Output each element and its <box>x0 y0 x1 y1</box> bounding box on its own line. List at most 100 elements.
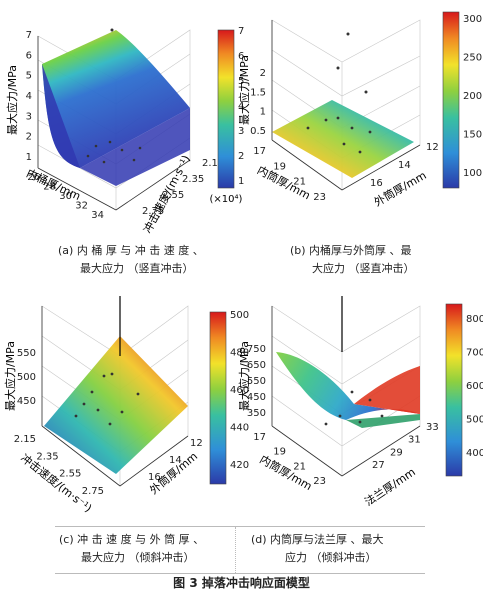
colorbar-tick-a: 4 <box>238 101 244 112</box>
y-tick-labels-d: 33 31 29 27 <box>372 422 439 471</box>
x-tick-d: 17 <box>253 432 266 443</box>
x-tick-d: 23 <box>313 476 326 487</box>
surface-b <box>272 100 414 178</box>
z-tick-a: 6 <box>26 50 32 61</box>
colorbar-tick-d: 400 <box>466 448 483 459</box>
colorbar-tick-a: 7 <box>238 26 244 37</box>
colorbar-tick-d: 600 <box>466 381 483 392</box>
colorbar-tick-b: 250 <box>463 53 482 64</box>
x-tick-b: 21 <box>293 177 306 188</box>
figure-title: 图 3 掉落冲击响应面模型 <box>173 576 310 590</box>
colorbar-tick-a: 1 <box>238 176 244 187</box>
chart-panel-b: 0.5 1 1.5 2 17 19 21 23 12 14 16 最大应力/MPa 内筒厚/mm… <box>237 0 483 275</box>
x-tick-a: 28 <box>43 182 56 193</box>
caption-c-line1: (c) 冲 击 速 度 与 外 筒 厚 、 <box>59 533 205 546</box>
y-tick-a: 2.75 <box>142 206 164 217</box>
scatter-points-d <box>324 390 384 426</box>
x-axis-label-d: 内筒厚/mm <box>257 452 314 493</box>
z-tick-a: 4 <box>26 91 32 102</box>
z-tick-d: 750 <box>247 344 266 355</box>
z-tick-c: 550 <box>17 348 36 359</box>
chart-panel-c: 450 500 550 2.15 2.35 2.55 2.75 12 14 16 最大应力/M… <box>0 296 249 526</box>
chart-d-svg: 350 450 550 650 750 17 19 21 23 33 31 29 27 最大应力/M… <box>237 296 483 509</box>
colorbar-tick-d: 700 <box>466 348 483 359</box>
y-tick-d: 29 <box>390 447 403 458</box>
z-tick-labels-a: 1 2 3 4 5 6 7 <box>26 30 32 163</box>
colorbar-unit-a: (×10⁴) <box>210 194 243 205</box>
caption-c: (c) 冲 击 速 度 与 外 筒 厚 、 最大应力 （倾斜冲击） <box>59 531 235 567</box>
x-tick-c: 2.55 <box>59 469 81 480</box>
z-tick-b: 1.5 <box>250 87 266 98</box>
y-tick-labels-b: 12 14 16 <box>370 142 439 189</box>
z-tick-d: 650 <box>247 360 266 371</box>
y-tick-c: 16 <box>148 472 161 483</box>
caption-d-line1: (d) 内筒厚与法兰厚 、最大 <box>251 533 384 546</box>
colorbar-a <box>217 29 235 189</box>
x-tick-a: 30 <box>59 191 72 202</box>
colorbar-d <box>445 303 463 477</box>
z-tick-a: 2 <box>26 132 32 143</box>
z-tick-a: 1 <box>26 152 32 163</box>
colorbar-ticks-d: 800 700 600 500 400 <box>466 314 483 459</box>
x-tick-d: 19 <box>273 447 286 458</box>
caption-d: (d) 内筒厚与法兰厚 、最大 应力 （倾斜冲击） <box>251 531 423 567</box>
surface-d <box>276 352 420 420</box>
caption-c-line2: 最大应力 （倾斜冲击） <box>81 551 195 564</box>
y-tick-d: 33 <box>426 422 439 433</box>
colorbar-tick-b: 150 <box>463 130 482 141</box>
colorbar-tick-b: 300 <box>463 14 482 25</box>
x-tick-d: 21 <box>293 461 306 472</box>
scatter-points-c <box>74 372 140 426</box>
z-tick-c: 450 <box>17 396 36 407</box>
colorbar-tick-c: 480 <box>230 348 249 359</box>
y-tick-b: 12 <box>426 142 439 153</box>
z-tick-b: 2 <box>260 68 266 79</box>
z-tick-labels-d: 350 450 550 650 750 <box>247 344 266 419</box>
caption-b-line2: 大应力 （竖直冲击） <box>312 262 415 275</box>
scatter-points-a <box>86 28 142 164</box>
z-tick-labels-c: 450 500 550 <box>17 348 36 407</box>
x-tick-b: 23 <box>313 192 326 203</box>
z-tick-a: 3 <box>26 111 32 122</box>
y-tick-labels-a: 2.15 2.35 2.55 2.75 <box>142 158 224 217</box>
z-tick-d: 350 <box>247 408 266 419</box>
y-tick-c: 12 <box>190 438 203 449</box>
z-tick-d: 450 <box>247 392 266 403</box>
caption-d-line2: 应力 （倾斜冲击） <box>285 551 377 564</box>
x-tick-labels-b: 17 19 21 23 <box>253 146 326 203</box>
z-tick-b: 1 <box>260 107 266 118</box>
y-tick-d: 27 <box>372 460 385 471</box>
colorbar-tick-c: 460 <box>230 385 249 396</box>
z-axis-label-a: 最大应力/MPa <box>5 65 19 135</box>
colorbar-b <box>442 11 460 189</box>
z-axis-label-d: 最大应力/MPa <box>237 341 251 411</box>
y-tick-d: 31 <box>408 435 421 446</box>
colorbar-tick-a: 6 <box>238 51 244 62</box>
caption-b-line1: (b) 内桶厚与外筒厚 、最 <box>290 244 412 257</box>
caption-table: (c) 冲 击 速 度 与 外 筒 厚 、 最大应力 （倾斜冲击） (d) 内筒… <box>55 526 425 574</box>
z-axis-label-c: 最大应力/MPa <box>3 341 17 411</box>
y-tick-a: 2.35 <box>182 174 204 185</box>
y-tick-a: 2.55 <box>162 190 184 201</box>
chart-c-svg: 450 500 550 2.152.352.552.75 12 14 16 最大应力/M… <box>3 296 249 515</box>
caption-a: (a) 内 桶 厚 与 冲 击 速 度 、 最大应力 （竖直冲击） <box>58 242 238 278</box>
z-tick-a: 5 <box>26 71 32 82</box>
colorbar-tick-a: 3 <box>238 126 244 137</box>
colorbar-c <box>209 311 227 485</box>
colorbar-tick-b: 200 <box>463 91 482 102</box>
caption-a-line2: 最大应力 （竖直冲击） <box>80 262 194 275</box>
colorbar-ticks-c: 500 480 460 440 420 <box>230 310 249 471</box>
x-tick-c: 2.35 <box>36 451 58 462</box>
y-axis-label-d: 法兰厚/mm <box>362 465 418 509</box>
colorbar-ticks-a: 7 6 5 4 3 2 1 <box>238 26 244 187</box>
colorbar-tick-a: 5 <box>238 76 244 87</box>
surface-c <box>44 336 188 474</box>
x-tick-labels-d: 17 19 21 23 <box>253 432 326 487</box>
colorbar-tick-c: 500 <box>230 310 249 321</box>
chart-panel-d: 350 450 550 650 750 17 19 21 23 33 31 29 27 最大应力/M… <box>237 296 483 526</box>
